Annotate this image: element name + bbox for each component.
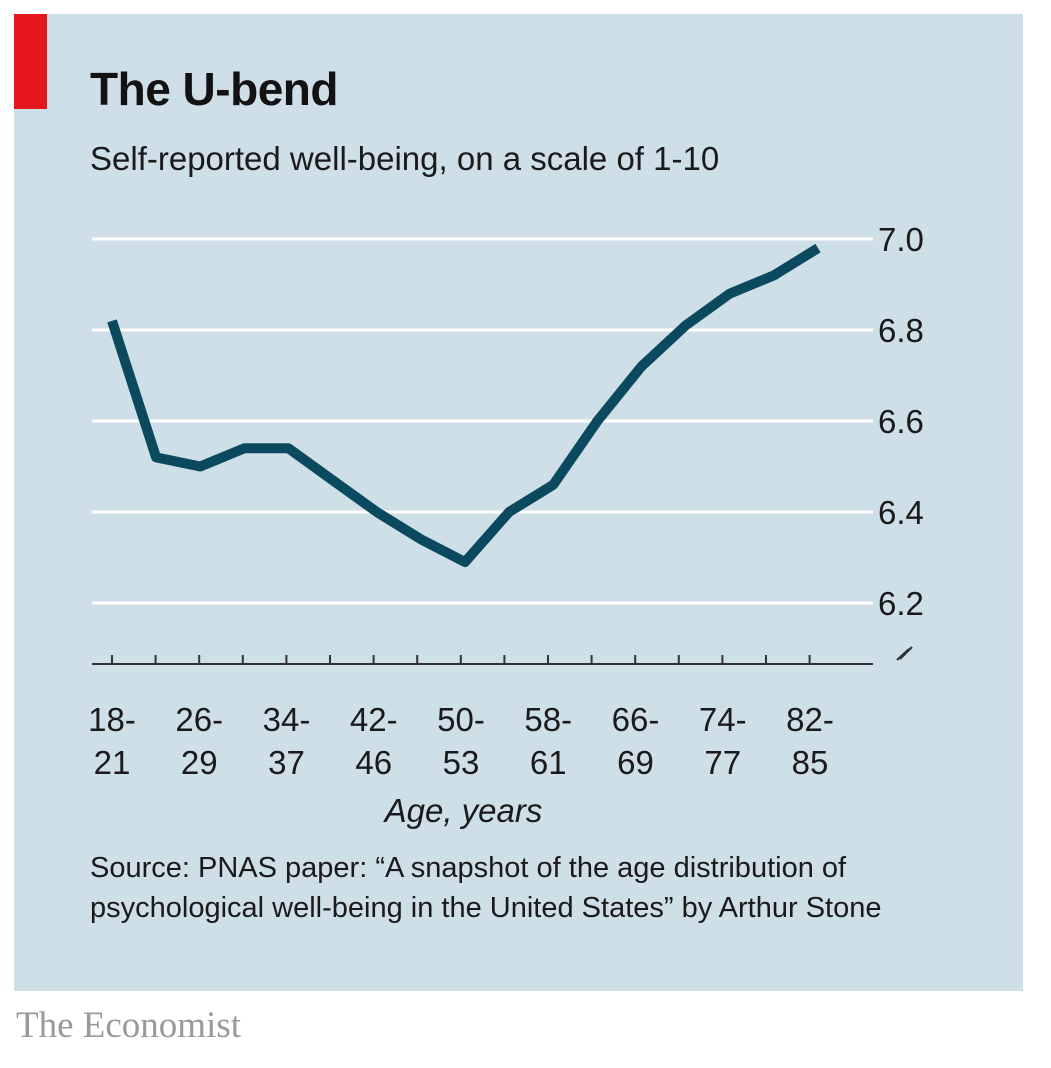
x-axis-labels: 18- 21 26- 29 34- 37 42- 46 50- 53 58- 61 66- 69 74- 77… <box>88 701 834 781</box>
y-tick-label: 7.0 <box>878 221 924 258</box>
x-axis <box>92 646 913 665</box>
x-tick-label-bottom: 53 <box>443 744 480 781</box>
y-tick-label: 6.2 <box>878 585 924 622</box>
x-tick-label-top: 66- <box>612 701 660 738</box>
x-tick-label-top: 50- <box>437 701 485 738</box>
x-tick-label-bottom: 46 <box>355 744 392 781</box>
y-tick-label: 6.4 <box>878 494 924 531</box>
y-tick-label: 6.6 <box>878 403 924 440</box>
x-tick-label-top: 18- <box>88 701 136 738</box>
x-tick-label-bottom: 29 <box>181 744 218 781</box>
series-line <box>107 243 821 568</box>
economist-logo: The Economist <box>16 1005 242 1046</box>
y-axis-labels: 6.2 6.4 6.6 6.8 7.0 <box>878 221 924 622</box>
x-tick-label-bottom: 37 <box>268 744 305 781</box>
gridlines <box>92 237 873 605</box>
series-layer <box>107 243 821 568</box>
x-tick-label-bottom: 77 <box>704 744 741 781</box>
y-tick-label: 6.8 <box>878 312 924 349</box>
x-tick-label-top: 26- <box>175 701 223 738</box>
red-tag-decoration <box>14 14 47 109</box>
x-tick-label-top: 74- <box>699 701 747 738</box>
x-axis-title: Age, years <box>384 792 543 829</box>
x-tick-label-bottom: 61 <box>530 744 567 781</box>
x-tick-label-bottom: 21 <box>94 744 131 781</box>
x-tick-label-bottom: 85 <box>792 744 829 781</box>
x-tick-label-top: 34- <box>263 701 311 738</box>
chart-title: The U-bend <box>90 63 338 115</box>
chart-subtitle: Self-reported well-being, on a scale of … <box>90 140 720 177</box>
axis-break-symbol <box>896 646 913 661</box>
x-tick-label-top: 58- <box>524 701 572 738</box>
x-tick-label-bottom: 69 <box>617 744 654 781</box>
x-tick-label-top: 82- <box>786 701 834 738</box>
source-note: Source: PNAS paper: “A snapshot of the a… <box>90 852 882 924</box>
x-tick-label-top: 42- <box>350 701 398 738</box>
